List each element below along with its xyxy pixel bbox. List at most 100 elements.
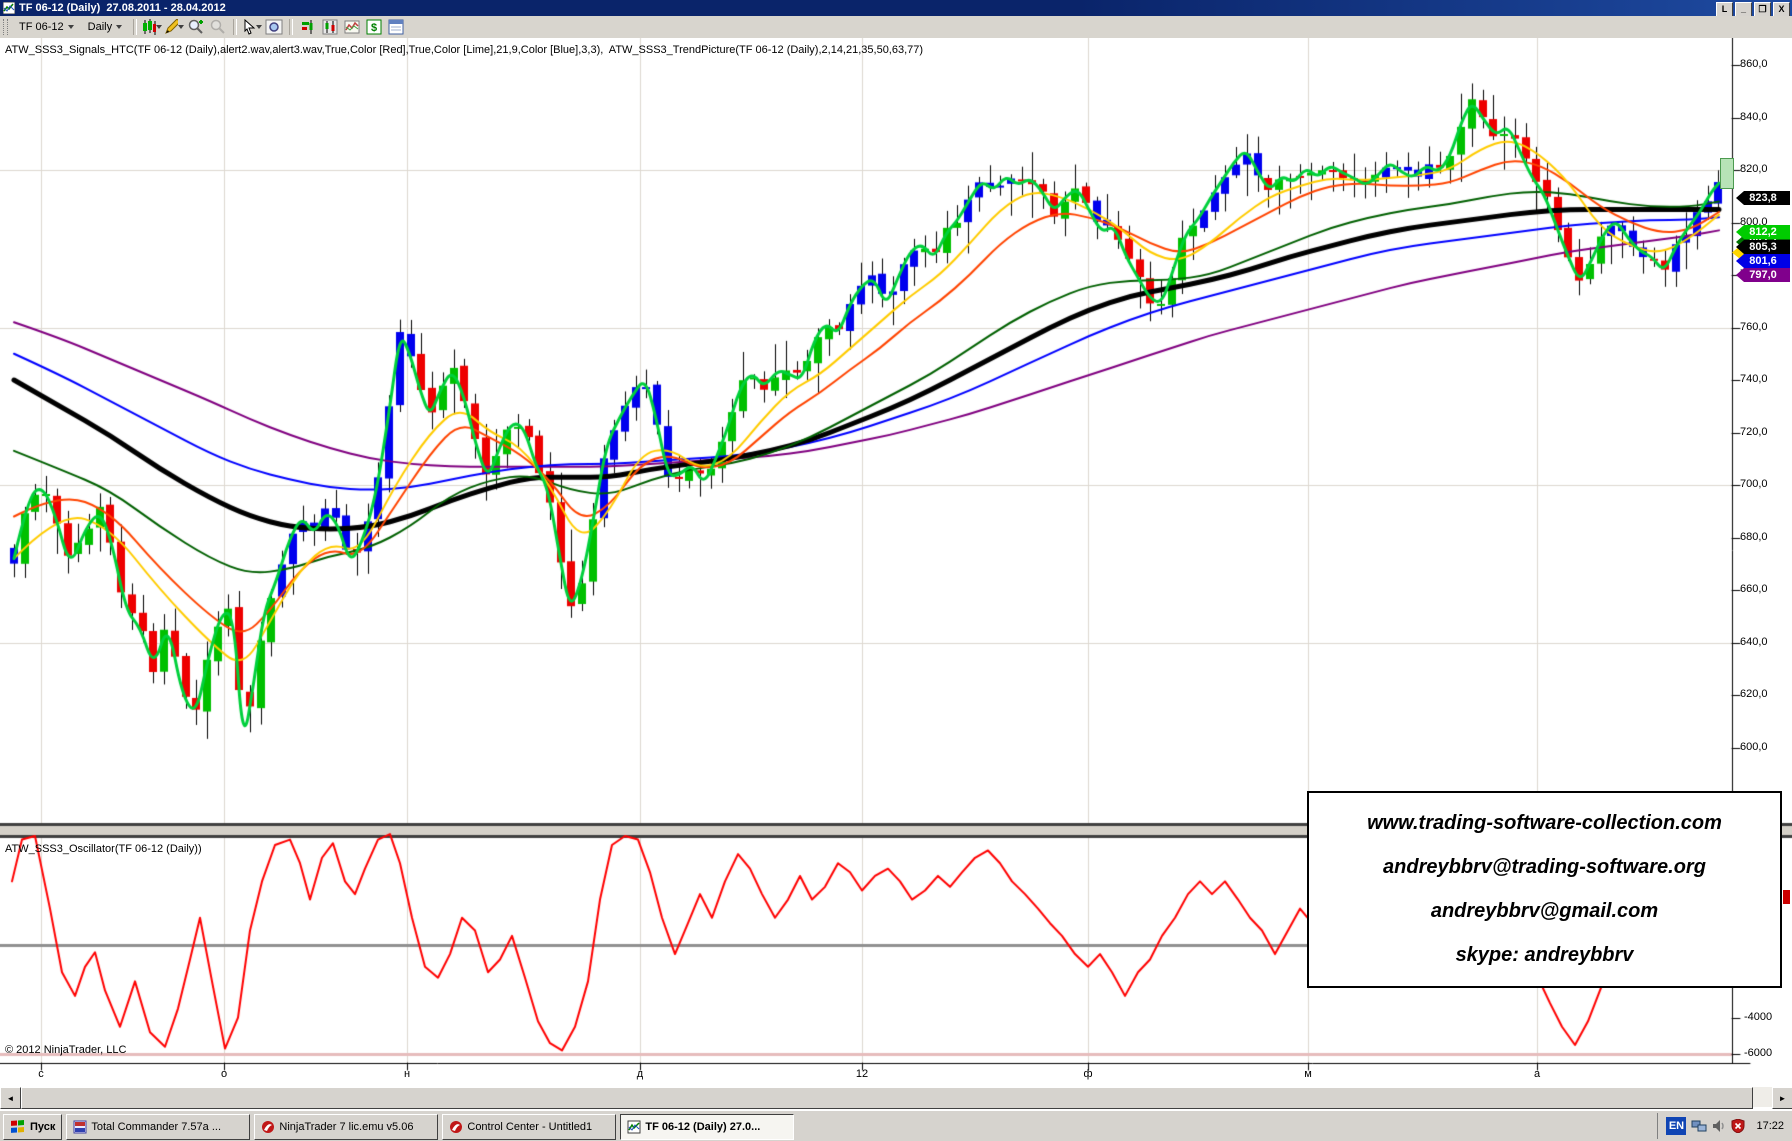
ninjatrader-icon	[450, 1120, 463, 1133]
chart-overview-button[interactable]	[342, 18, 362, 36]
account-button[interactable]: $	[364, 18, 384, 36]
properties-button[interactable]	[386, 18, 406, 36]
month-tick-label: а	[1533, 1068, 1541, 1080]
instrument-selector[interactable]: TF 06-12	[13, 19, 80, 35]
svg-text:$: $	[371, 22, 377, 34]
chart-overview-icon	[344, 20, 360, 34]
price-tag: 812,2	[1736, 225, 1790, 239]
price-tick-label: 660,0	[1740, 583, 1768, 595]
month-tick-label: ф	[1083, 1068, 1093, 1080]
price-tick-label: 640,0	[1740, 635, 1768, 648]
chevron-down-icon	[256, 25, 263, 29]
price-tick-label: 860,0	[1740, 58, 1768, 70]
chart-window-icon	[3, 2, 15, 14]
market-depth-icon	[322, 19, 338, 35]
start-button[interactable]: Пуск	[3, 1113, 63, 1140]
clock[interactable]: 17:22	[1756, 1120, 1784, 1132]
interval-label: Daily	[87, 21, 113, 33]
title-bar[interactable]: TF 06-12 (Daily) 27.08.2011 - 28.04.2012…	[0, 0, 1792, 17]
price-tick-label: 840,0	[1740, 110, 1768, 123]
chart-area[interactable]: ATW_SSS3_Signals_HTC(TF 06-12 (Daily),al…	[0, 38, 1792, 1088]
month-tick-label: д	[636, 1068, 644, 1080]
price-tick-label: 620,0	[1740, 688, 1768, 700]
chart-window-icon	[627, 1120, 641, 1133]
zoom-out-icon	[210, 19, 225, 34]
taskbar-button-ninjatrader[interactable]: NinjaTrader 7 lic.emu v5.06	[254, 1113, 439, 1140]
total-commander-icon	[73, 1120, 87, 1133]
candlestick-style-icon	[143, 19, 157, 35]
oscillator-tick-label: -6000	[1744, 1047, 1773, 1060]
watermark-line: skype: andreybbrv	[1455, 944, 1634, 967]
language-indicator[interactable]: EN	[1666, 1117, 1687, 1135]
ninjatrader-icon	[262, 1120, 275, 1133]
instrument-label: TF 06-12	[19, 21, 64, 33]
properties-icon	[388, 19, 404, 35]
chart-trader-icon	[302, 20, 313, 34]
month-tick-label: н	[403, 1068, 411, 1080]
watermark-box: www.trading-software-collection.com andre…	[1307, 791, 1782, 988]
copyright-label: © 2012 NinjaTrader, LLC	[5, 1044, 127, 1056]
chevron-down-icon	[67, 25, 74, 29]
chart-trader-button[interactable]	[298, 18, 318, 36]
price-tag: 823,8	[1736, 191, 1790, 205]
data-box-icon	[265, 19, 283, 35]
scrollbar-thumb[interactable]	[21, 1087, 1753, 1109]
watermark-line: www.trading-software-collection.com	[1367, 811, 1722, 834]
month-tick-label: 12	[855, 1068, 869, 1080]
toolbar-separator	[289, 19, 294, 35]
zoom-in-button[interactable]	[186, 18, 206, 36]
link-window-button[interactable]: L	[1716, 2, 1733, 17]
price-tag: 805,3	[1736, 240, 1790, 254]
interval-selector[interactable]: Daily	[82, 19, 128, 35]
restore-button[interactable]: ❐	[1754, 2, 1771, 17]
pointer-tool-button[interactable]	[242, 18, 263, 36]
scroll-left-button[interactable]: ◄	[0, 1087, 21, 1109]
projected-candle	[1720, 158, 1734, 189]
data-box-button[interactable]	[264, 18, 284, 36]
taskbar-button-label: NinjaTrader 7 lic.emu v5.06	[279, 1120, 414, 1133]
cursor-icon	[244, 19, 256, 35]
oscillator-value-marker	[1783, 890, 1790, 904]
scroll-right-button[interactable]: ►	[1772, 1087, 1792, 1109]
price-tick-label: 800,0	[1740, 215, 1768, 228]
system-tray: EN 17:22	[1657, 1113, 1790, 1139]
security-alert-icon[interactable]	[1731, 1119, 1745, 1133]
chevron-down-icon	[116, 25, 123, 29]
price-tick-label: 720,0	[1740, 425, 1768, 438]
volume-icon[interactable]	[1712, 1119, 1726, 1133]
taskbar-button-label: Control Center - Untitled1	[467, 1120, 593, 1133]
price-tag: 797,0	[1736, 268, 1790, 282]
toolbar-grip[interactable]	[3, 19, 8, 35]
close-button[interactable]: X	[1773, 2, 1790, 17]
candlestick-style-button[interactable]	[142, 18, 163, 36]
price-tag: 801,6	[1736, 254, 1790, 268]
taskbar-button-control-center[interactable]: Control Center - Untitled1	[442, 1113, 617, 1140]
window-title: TF 06-12 (Daily) 27.08.2011 - 28.04.2012	[19, 2, 226, 14]
price-panel-indicator-label: ATW_SSS3_Signals_HTC(TF 06-12 (Daily),al…	[5, 44, 924, 56]
month-tick-label: с	[38, 1068, 44, 1080]
price-tick-label: 600,0	[1740, 740, 1768, 753]
windows-logo-icon	[11, 1119, 24, 1133]
month-tick-label: о	[220, 1068, 228, 1080]
dollar-icon: $	[366, 19, 382, 35]
drawing-tools-button[interactable]	[164, 18, 185, 36]
horizontal-scrollbar[interactable]: ◄ ►	[0, 1087, 1792, 1109]
chart-toolbar: TF 06-12 Daily	[0, 16, 1792, 39]
chevron-down-icon	[156, 25, 163, 29]
network-icon[interactable]	[1691, 1119, 1707, 1133]
market-depth-button[interactable]	[320, 18, 340, 36]
toolbar-separator	[233, 19, 238, 35]
price-tick-label: 740,0	[1740, 373, 1768, 385]
zoom-out-button[interactable]	[208, 18, 228, 36]
taskbar-button-total-commander[interactable]: Total Commander 7.57a ...	[66, 1113, 251, 1140]
pencil-icon	[165, 19, 179, 34]
oscillator-tick-label: -4000	[1744, 1010, 1773, 1023]
price-tick-label: 820,0	[1740, 163, 1768, 175]
taskbar-button-chart-active[interactable]: TF 06-12 (Daily) 27.0...	[620, 1113, 795, 1140]
price-tick-label: 680,0	[1740, 530, 1768, 543]
start-label: Пуск	[30, 1120, 56, 1133]
toolbar-separator	[133, 19, 138, 35]
minimize-button[interactable]: _	[1735, 2, 1752, 17]
price-tick-label: 760,0	[1740, 320, 1768, 333]
